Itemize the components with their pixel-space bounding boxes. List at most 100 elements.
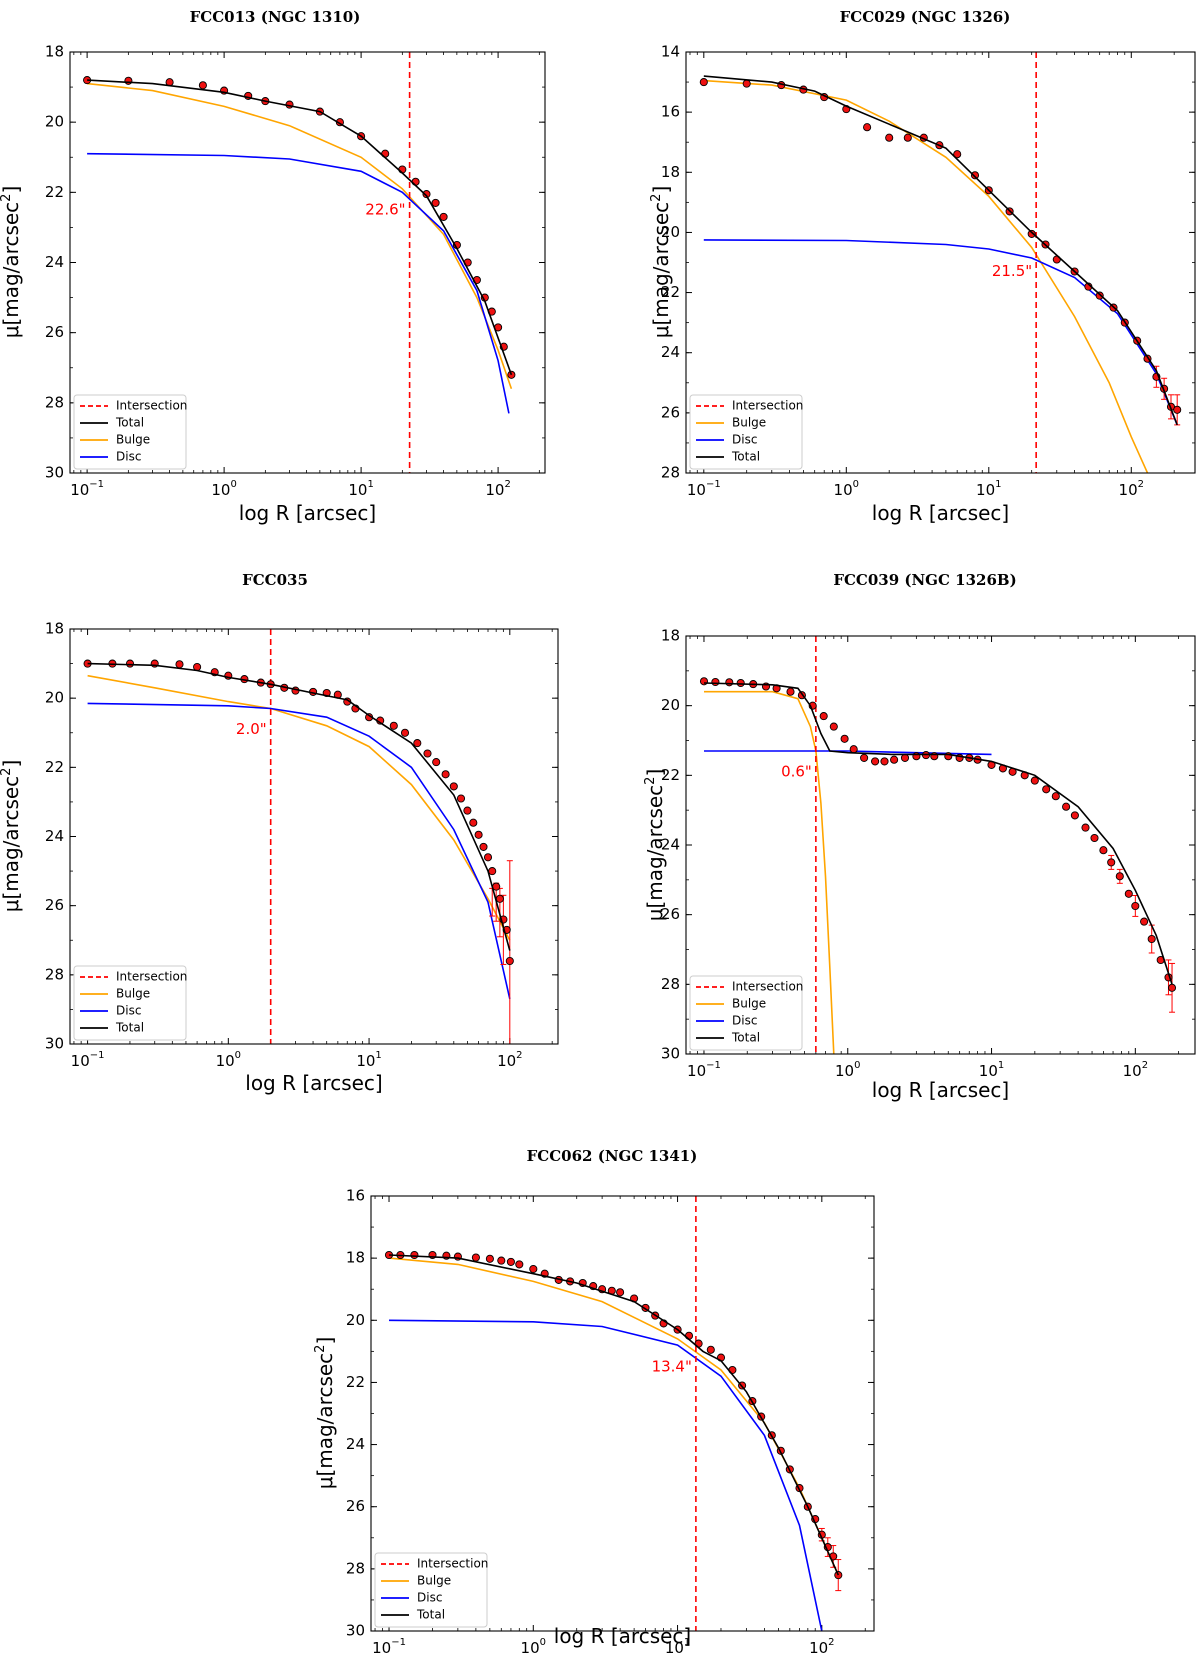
data-point <box>1124 889 1133 898</box>
y-tick-label: 30 <box>45 464 64 482</box>
x-tick-label: 102 <box>809 1637 834 1655</box>
data-point <box>422 190 431 199</box>
data-point <box>483 853 493 862</box>
data-point <box>488 867 497 876</box>
data-point <box>497 1256 506 1265</box>
data-point <box>616 1288 625 1297</box>
x-tick-label: 101 <box>348 479 373 499</box>
chart-panel-5: FCC062 (NGC 1341) 16 18 20 22 24 26 28 30 10−1 100… <box>313 1147 875 1655</box>
legend-label-disc: Disc <box>116 450 141 464</box>
data-point <box>471 1253 480 1262</box>
y-tick-label: 24 <box>661 343 680 361</box>
data-point <box>903 133 912 142</box>
chart-title: FCC062 (NGC 1341) <box>527 1147 698 1165</box>
y-axis-label: μ[mag/arcsec2] <box>649 186 673 339</box>
y-tick-label: 26 <box>661 403 680 421</box>
bulge-curve <box>388 1257 840 1576</box>
x-tick-label: 102 <box>497 1050 522 1070</box>
y-tick-label: 16 <box>661 103 680 121</box>
x-tick-label: 100 <box>835 1060 860 1080</box>
y-tick-label: 20 <box>45 689 64 707</box>
data-point <box>507 370 516 379</box>
chart-title: FCC039 (NGC 1326B) <box>833 571 1016 589</box>
legend-label-total: Total <box>115 1021 144 1035</box>
data-point <box>706 1345 715 1354</box>
disc-curve <box>704 750 992 756</box>
plot-area <box>384 1196 843 1631</box>
data-point <box>1051 792 1060 801</box>
x-tick-label: 102 <box>1119 479 1144 499</box>
y-tick-label: 18 <box>661 163 680 181</box>
total-curve <box>703 75 1178 426</box>
legend: Intersection Bulge Disc Total <box>689 975 803 1051</box>
bulge-curve <box>87 674 511 941</box>
y-tick-label: 24 <box>346 1435 365 1453</box>
data-point <box>456 794 466 803</box>
data-point <box>479 842 488 851</box>
data-point <box>495 894 504 903</box>
y-axis-label: μ[mag/arcsec2] <box>0 186 23 339</box>
data-point <box>1030 776 1039 785</box>
data-point <box>1167 983 1177 992</box>
y-tick-label: 28 <box>661 975 680 993</box>
x-axis-label: log R [arcsec] <box>554 1624 691 1648</box>
data-point <box>1140 917 1149 926</box>
data-point <box>441 770 450 779</box>
x-tick-label: 102 <box>1123 1060 1148 1080</box>
data-point <box>529 1264 538 1274</box>
data-point <box>970 171 980 180</box>
legend-label-disc: Disc <box>732 433 757 447</box>
legend-box <box>374 1552 488 1628</box>
intersection-label: 22.6" <box>365 200 405 218</box>
y-tick-label: 20 <box>346 1311 365 1329</box>
y-tick-label: 24 <box>45 827 64 845</box>
y-tick-label: 28 <box>346 1559 365 1577</box>
y-tick-label: 18 <box>661 627 680 645</box>
disc-curve <box>87 702 511 1000</box>
disc-curve <box>703 239 1178 426</box>
total-curve <box>388 1254 840 1576</box>
data-point <box>819 712 828 721</box>
legend-label-total: Total <box>115 416 144 430</box>
x-tick-label: 10−1 <box>372 1637 406 1655</box>
y-tick-label: 18 <box>346 1249 365 1267</box>
x-tick-label: 100 <box>211 479 236 499</box>
plot-frame <box>685 635 1196 1055</box>
data-point <box>885 133 894 142</box>
chart-panel-4: FCC039 (NGC 1326B) 18 20 22 24 26 28 30 10−1 100 1… <box>643 571 1196 1102</box>
y-tick-label: 22 <box>661 766 680 784</box>
x-tick-label: 10−1 <box>687 1060 721 1080</box>
y-tick-label: 26 <box>45 896 64 914</box>
y-axis-label: μ[mag/arcsec2] <box>643 769 667 922</box>
x-tick-label: 102 <box>485 479 510 499</box>
y-tick-label: 22 <box>45 758 64 776</box>
data-point <box>1090 833 1099 843</box>
data-point <box>1027 229 1036 238</box>
y-tick-label: 22 <box>661 283 680 301</box>
y-tick-label: 22 <box>45 183 64 201</box>
legend-label-bulge: Bulge <box>732 416 766 430</box>
y-tick-label: 30 <box>661 1045 680 1063</box>
data-point <box>849 745 858 754</box>
data-point <box>469 818 478 827</box>
data-point <box>834 1571 843 1580</box>
data-point <box>515 1260 524 1269</box>
data-point <box>880 757 889 766</box>
chart-title: FCC013 (NGC 1310) <box>190 8 361 26</box>
disc-curve <box>87 152 510 414</box>
x-tick-label: 10−1 <box>70 479 104 499</box>
data-point <box>1131 901 1140 911</box>
legend-label-intersection: Intersection <box>116 970 187 984</box>
plot-frame <box>69 51 546 474</box>
data-point <box>125 659 135 668</box>
data-point <box>786 687 795 696</box>
legend-label-total: Total <box>731 1031 760 1045</box>
y-tick-label: 26 <box>661 905 680 923</box>
data-point <box>699 78 708 87</box>
chart-panel-1: FCC013 (NGC 1310) 18 20 22 24 26 28 30 10−1 100 10… <box>0 8 546 525</box>
legend-label-disc: Disc <box>116 1004 141 1018</box>
data-point <box>871 757 880 766</box>
y-tick-label: 22 <box>346 1373 365 1391</box>
data-point <box>1062 802 1071 811</box>
